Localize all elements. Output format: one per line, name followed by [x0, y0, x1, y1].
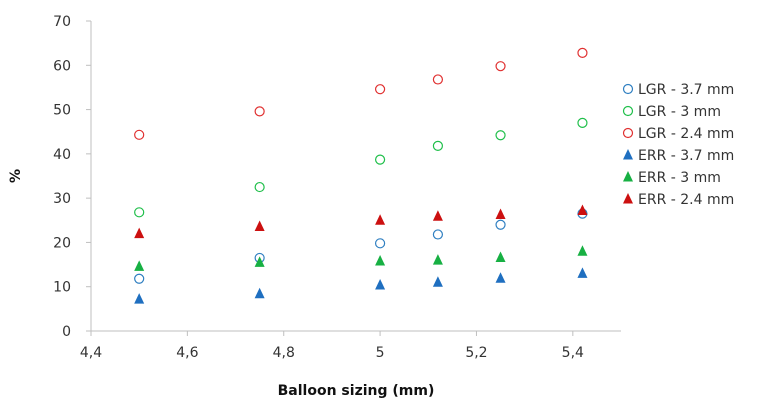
y-axis-title: %	[8, 169, 24, 183]
legend: LGR - 3.7 mm LGR - 3 mm LGR - 2.4 mm ERR - …	[622, 82, 734, 208]
legend-label: LGR - 3 mm	[638, 104, 721, 120]
data-point	[375, 278, 386, 290]
legend-marker	[623, 149, 633, 160]
axes: 0 10 20 30 40 50 60 70 4,4 4,6 4,8 5 5,2 5,4	[53, 14, 621, 361]
legend-entry: LGR - 3 mm	[622, 104, 721, 120]
data-point	[432, 210, 443, 221]
data-point	[134, 260, 145, 271]
legend-entry: LGR - 3.7 mm	[622, 82, 734, 98]
legend-marker	[622, 127, 634, 139]
x-tick-label: 5,4	[562, 345, 584, 361]
data-point	[134, 227, 145, 239]
legend-marker	[623, 193, 633, 204]
data-points	[134, 47, 588, 304]
series-5	[134, 204, 588, 239]
legend-marker	[623, 171, 633, 182]
data-point	[374, 84, 386, 95]
data-point	[254, 220, 265, 231]
data-point	[254, 256, 265, 267]
series-4	[134, 245, 588, 271]
data-point	[375, 255, 386, 266]
y-tick-label: 10	[53, 280, 71, 296]
legend-label: ERR - 3 mm	[638, 170, 721, 186]
data-point	[134, 273, 145, 284]
legend-entry: ERR - 3 mm	[623, 170, 721, 186]
data-point	[254, 287, 265, 299]
data-point	[375, 214, 386, 225]
series-3	[134, 267, 588, 304]
legend-marker	[622, 83, 634, 95]
y-tick-label: 0	[62, 324, 71, 340]
legend-label: ERR - 2.4 mm	[638, 192, 734, 208]
data-point	[495, 251, 506, 262]
data-point	[577, 47, 588, 58]
data-point	[577, 117, 588, 128]
data-point	[254, 106, 265, 117]
y-tick-label: 70	[53, 14, 71, 30]
y-tick-label: 50	[53, 103, 71, 119]
data-point	[134, 207, 145, 218]
series-2	[134, 47, 588, 140]
y-tick-label: 60	[53, 58, 71, 74]
data-point	[577, 267, 588, 278]
legend-label: LGR - 2.4 mm	[638, 126, 734, 142]
data-point	[432, 276, 443, 287]
x-tick-label: 5,2	[465, 345, 487, 361]
legend-entry: ERR - 3.7 mm	[623, 148, 734, 164]
data-point	[495, 272, 506, 283]
data-point	[432, 74, 444, 85]
data-point	[495, 219, 506, 230]
x-tick-label: 4,6	[176, 345, 198, 361]
data-point	[432, 140, 444, 151]
data-point	[495, 130, 506, 141]
legend-entry: LGR - 2.4 mm	[622, 126, 734, 142]
data-point	[577, 245, 588, 256]
legend-entry: ERR - 2.4 mm	[623, 192, 734, 208]
data-point	[495, 208, 506, 220]
data-point	[134, 293, 145, 304]
data-point	[432, 229, 444, 240]
legend-label: ERR - 3.7 mm	[638, 148, 734, 164]
data-point	[254, 181, 265, 193]
data-point	[432, 254, 443, 265]
y-tick-label: 30	[53, 191, 71, 207]
x-tick-label: 5	[376, 345, 385, 361]
x-tick-label: 4,8	[273, 345, 295, 361]
data-point	[134, 129, 145, 140]
series-1	[134, 117, 588, 218]
legend-marker	[622, 105, 634, 117]
data-point	[374, 238, 386, 249]
legend-label: LGR - 3.7 mm	[638, 82, 734, 98]
x-axis-title: Balloon sizing (mm)	[278, 383, 435, 399]
x-tick-label: 4,4	[80, 345, 102, 361]
y-tick-label: 20	[53, 235, 71, 251]
y-tick-label: 40	[53, 147, 71, 163]
data-point	[577, 204, 588, 216]
data-point	[495, 61, 506, 72]
data-point	[374, 154, 386, 165]
series-0	[134, 208, 588, 284]
